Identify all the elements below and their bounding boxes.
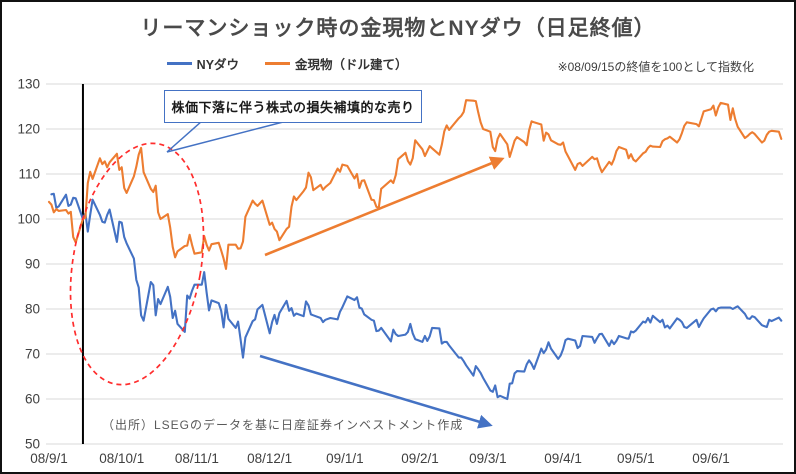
y-tick-label: 110 — [18, 167, 40, 182]
x-axis-labels: 08/9/1 08/10/1 08/11/1 08/12/1 09/1/1 09/2/1 0… — [30, 451, 730, 466]
highlight-ellipse — [69, 142, 205, 386]
legend-item-gold: 金現物（ドル建て） — [265, 54, 408, 73]
y-tick-label: 80 — [25, 302, 40, 317]
series-0 — [50, 192, 783, 401]
callout-pointer-line — [166, 120, 203, 153]
series-line-gold — [47, 99, 783, 270]
x-tick-label: 09/3/1 — [469, 451, 507, 466]
gold-uptrend-arrow — [264, 156, 505, 257]
series-1 — [47, 99, 783, 270]
series-line-nydow — [50, 192, 783, 401]
callout-pointer — [166, 120, 288, 153]
nydow-line-swatch-icon — [166, 62, 192, 65]
x-tick-label: 08/11/1 — [175, 451, 219, 466]
chart-legend: NYダウ 金現物（ドル建て） — [2, 54, 572, 73]
x-tick-label: 09/2/1 — [401, 451, 439, 466]
y-tick-label: 90 — [25, 257, 40, 272]
callout-text: 株価下落に伴う株式の損失補填的な売り — [171, 100, 415, 115]
index-note: ※08/09/15の終値を100として指数化 — [557, 60, 754, 74]
y-tick-label: 50 — [25, 437, 40, 452]
x-tick-label: 08/12/1 — [247, 451, 292, 466]
gold-line-swatch-icon — [265, 62, 291, 65]
x-tick-label: 09/1/1 — [326, 451, 364, 466]
chart-title: リーマンショック時の金現物とNYダウ（日足終値） — [140, 17, 656, 40]
dow-downtrend-arrow — [259, 354, 493, 429]
legend-item-nydow: NYダウ — [166, 54, 240, 73]
y-axis-labels: 50 60 70 80 90 100 110 120 130 — [17, 77, 40, 452]
y-tick-label: 100 — [17, 212, 40, 227]
trend-arrows — [259, 156, 505, 429]
x-tick-label: 09/6/1 — [692, 451, 730, 466]
legend-label-nydow: NYダウ — [196, 58, 240, 72]
y-tick-label: 120 — [17, 122, 40, 137]
y-tick-label: 60 — [25, 392, 40, 407]
x-tick-label: 09/5/1 — [617, 451, 655, 466]
y-tick-label: 70 — [25, 347, 40, 362]
y-tick-label: 130 — [17, 77, 40, 92]
callout-pointer-line — [166, 120, 288, 153]
callout-box: 株価下落に伴う株式の損失補填的な売り — [164, 90, 422, 123]
legend-label-gold: 金現物（ドル建て） — [295, 58, 408, 72]
source-text: （出所）LSEGのデータを基に日産証券インベストメント作成 — [102, 418, 464, 432]
x-tick-label: 08/10/1 — [99, 451, 144, 466]
ellipse-annotation — [69, 142, 205, 386]
x-tick-label: 08/9/1 — [30, 451, 68, 466]
x-tick-label: 09/4/1 — [544, 451, 582, 466]
